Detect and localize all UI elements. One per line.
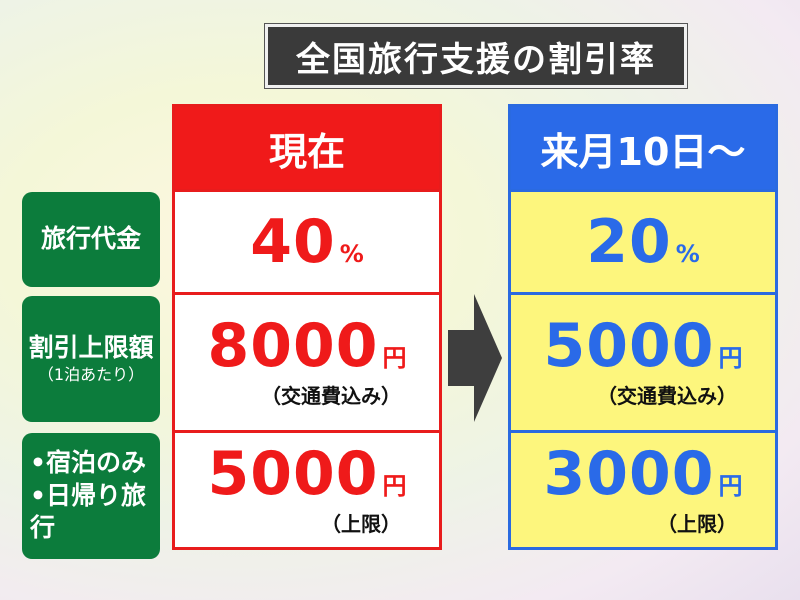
row-label-text: 割引上限額 bbox=[28, 333, 154, 363]
unit: 円 bbox=[382, 344, 407, 372]
current-rate: 40 bbox=[250, 207, 336, 277]
next-daytrip-cell: 3000 円 （上限） bbox=[511, 430, 775, 547]
row-label-text: 旅行代金 bbox=[40, 224, 141, 254]
unit: 円 bbox=[718, 344, 743, 372]
right-arrow-icon bbox=[448, 294, 502, 422]
unit: 円 bbox=[382, 471, 407, 500]
unit: % bbox=[339, 240, 364, 268]
row-label-discount-cap: 割引上限額 （1泊あたり） bbox=[22, 296, 160, 422]
row-label-travel-price: 旅行代金 bbox=[22, 192, 160, 287]
current-column: 現在 40% 8000 円（交通費込み） 5000 円（上限） bbox=[172, 104, 442, 550]
row-label-line: •日帰り旅行 bbox=[30, 480, 146, 543]
note: （交通費込み） bbox=[261, 384, 401, 408]
current-daytrip-cell: 5000 円 （上限） bbox=[175, 430, 439, 547]
row-label-line: •宿泊のみ bbox=[30, 448, 146, 478]
next-daytrip: 3000 bbox=[543, 438, 715, 509]
current-cap-cell: 8000 円 （交通費込み） bbox=[175, 292, 439, 430]
note: （上限） bbox=[321, 511, 401, 536]
next-cap: 5000 bbox=[543, 311, 715, 381]
row-label-stay-daytrip: •宿泊のみ •日帰り旅行 bbox=[22, 433, 160, 559]
page-title: 全国旅行支援の割引率 bbox=[264, 23, 688, 89]
next-cap-cell: 5000 円 （交通費込み） bbox=[511, 292, 775, 430]
note: （上限） bbox=[657, 511, 737, 536]
current-header: 現在 bbox=[175, 107, 439, 189]
current-cap: 8000 bbox=[207, 311, 379, 381]
unit: 円 bbox=[718, 471, 743, 500]
current-rate-cell: 40% bbox=[175, 189, 439, 292]
next-rate-cell: 20% bbox=[511, 189, 775, 292]
next-header: 来月10日～ bbox=[511, 107, 775, 189]
note: （交通費込み） bbox=[597, 384, 737, 408]
unit: % bbox=[675, 240, 700, 268]
next-rate: 20 bbox=[586, 207, 672, 277]
current-daytrip: 5000 bbox=[207, 438, 379, 509]
next-column: 来月10日～ 20% 5000 円（交通費込み） 3000 円（上限） bbox=[508, 104, 778, 550]
row-label-subtext: （1泊あたり） bbox=[37, 364, 145, 384]
